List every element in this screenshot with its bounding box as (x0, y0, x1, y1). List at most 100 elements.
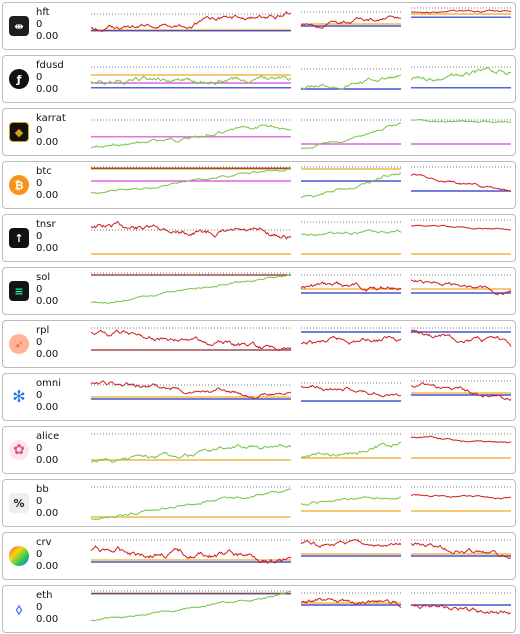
token-info: btc 0 0.00 (36, 166, 58, 202)
price-line (301, 74, 402, 90)
price-sparkline-mid (300, 539, 402, 557)
token-symbol: btc (36, 166, 52, 177)
price-sparkline-short (410, 433, 512, 459)
price-sparkline-mid (300, 592, 402, 609)
token-row-rpl[interactable]: ➶ rpl 0 0.00 (2, 320, 516, 368)
price-sparkline-mid (300, 486, 402, 512)
price-sparkline-long (90, 66, 292, 89)
price-sparkline-long (90, 119, 292, 149)
price-sparkline-short (410, 118, 511, 145)
price-sparkline-mid (300, 382, 402, 402)
price-sparkline-long (90, 11, 292, 32)
token-row-eth[interactable]: ⬨ eth 0 0.00 (2, 585, 516, 633)
token-amount: 0 (36, 496, 43, 507)
token-row-crv[interactable]: crv 0 0.00 (2, 532, 516, 580)
token-info: eth 0 0.00 (36, 590, 58, 626)
token-row-btc[interactable]: ₿ btc 0 0.00 (2, 161, 516, 209)
token-row-fdusd[interactable]: ƒ fdusd 0 0.00 (2, 55, 516, 103)
price-line (90, 380, 292, 400)
token-value: 0.00 (36, 561, 59, 572)
price-sparkline-mid (300, 166, 402, 199)
price-line (300, 495, 402, 506)
price-line (410, 542, 512, 560)
eth-logo-icon: ⬨ (9, 599, 29, 619)
price-line (90, 124, 292, 149)
price-line (300, 122, 402, 150)
price-line (300, 280, 402, 292)
token-symbol: omni (36, 378, 61, 389)
token-row-alice[interactable]: ✿ alice 0 0.00 (2, 426, 516, 474)
fdusd-logo-icon: ƒ (9, 69, 29, 89)
price-sparkline-mid (300, 119, 402, 150)
price-sparkline-mid (300, 221, 402, 255)
token-symbol: fdusd (36, 60, 64, 71)
price-sparkline-mid (300, 11, 402, 29)
token-symbol: tnsr (36, 219, 56, 230)
price-sparkline-mid (300, 433, 401, 459)
sol-logo-icon: ≡ (9, 281, 29, 301)
btc-logo-icon: ₿ (9, 175, 29, 195)
hft-logo-icon: ⇹ (9, 16, 29, 36)
token-symbol: eth (36, 590, 53, 601)
price-line (410, 9, 512, 14)
price-line (90, 168, 291, 195)
omni-logo-icon: ✻ (9, 387, 29, 407)
token-info: fdusd 0 0.00 (36, 60, 64, 96)
price-sparkline-short (410, 7, 512, 18)
token-value: 0.00 (36, 243, 59, 254)
price-line (90, 274, 292, 304)
token-amount: 0 (36, 19, 43, 30)
token-symbol: sol (36, 272, 51, 283)
token-value: 0.00 (36, 296, 59, 307)
token-info: sol 0 0.00 (36, 272, 58, 308)
token-value: 0.00 (36, 455, 59, 466)
token-value: 0.00 (36, 614, 59, 625)
price-sparkline-short (410, 66, 512, 89)
token-info: crv 0 0.00 (36, 537, 58, 573)
price-line (411, 224, 512, 231)
token-info: bb 0 0.00 (36, 484, 58, 520)
price-sparkline-short (410, 539, 512, 560)
token-amount: 0 (36, 284, 43, 295)
price-line (90, 11, 292, 32)
token-row-hft[interactable]: ⇹ hft 0 0.00 (2, 2, 516, 50)
price-sparkline-mid (300, 274, 402, 294)
token-value: 0.00 (36, 31, 59, 42)
price-sparkline-long (90, 539, 292, 564)
price-sparkline-mid (300, 327, 402, 345)
bb-logo-icon: % (9, 493, 29, 513)
token-amount: 0 (36, 443, 43, 454)
token-info: karrat 0 0.00 (36, 113, 66, 149)
token-row-omni[interactable]: ✻ omni 0 0.00 (2, 373, 516, 421)
price-line (300, 384, 402, 398)
token-row-bb[interactable]: % bb 0 0.00 (2, 479, 516, 527)
token-row-sol[interactable]: ≡ sol 0 0.00 (2, 267, 516, 315)
price-line (90, 75, 292, 86)
price-line (90, 329, 292, 352)
price-sparkline-mid (301, 68, 402, 90)
price-line (410, 382, 512, 401)
token-amount: 0 (36, 390, 43, 401)
token-symbol: karrat (36, 113, 66, 124)
token-info: tnsr 0 0.00 (36, 219, 58, 255)
price-line (90, 488, 292, 521)
price-sparkline-long (90, 433, 292, 464)
price-sparkline-long (90, 380, 292, 400)
token-symbol: crv (36, 537, 52, 548)
alice-logo-icon: ✿ (9, 440, 29, 460)
price-line (90, 443, 292, 464)
token-symbol: hft (36, 7, 50, 18)
token-row-tnsr[interactable]: ↑ tnsr 0 0.00 (2, 214, 516, 262)
price-sparkline-long (90, 220, 292, 255)
price-sparkline-short (410, 380, 512, 401)
token-info: hft 0 0.00 (36, 7, 58, 43)
price-line (410, 66, 512, 82)
token-value: 0.00 (36, 349, 59, 360)
rpl-logo-icon: ➶ (9, 334, 29, 354)
token-row-karrat[interactable]: ◆ karrat 0 0.00 (2, 108, 516, 156)
price-sparkline-short (411, 219, 512, 255)
price-line (410, 279, 512, 296)
price-line (300, 172, 402, 199)
token-amount: 0 (36, 125, 43, 136)
karrat-logo-icon: ◆ (9, 122, 29, 142)
